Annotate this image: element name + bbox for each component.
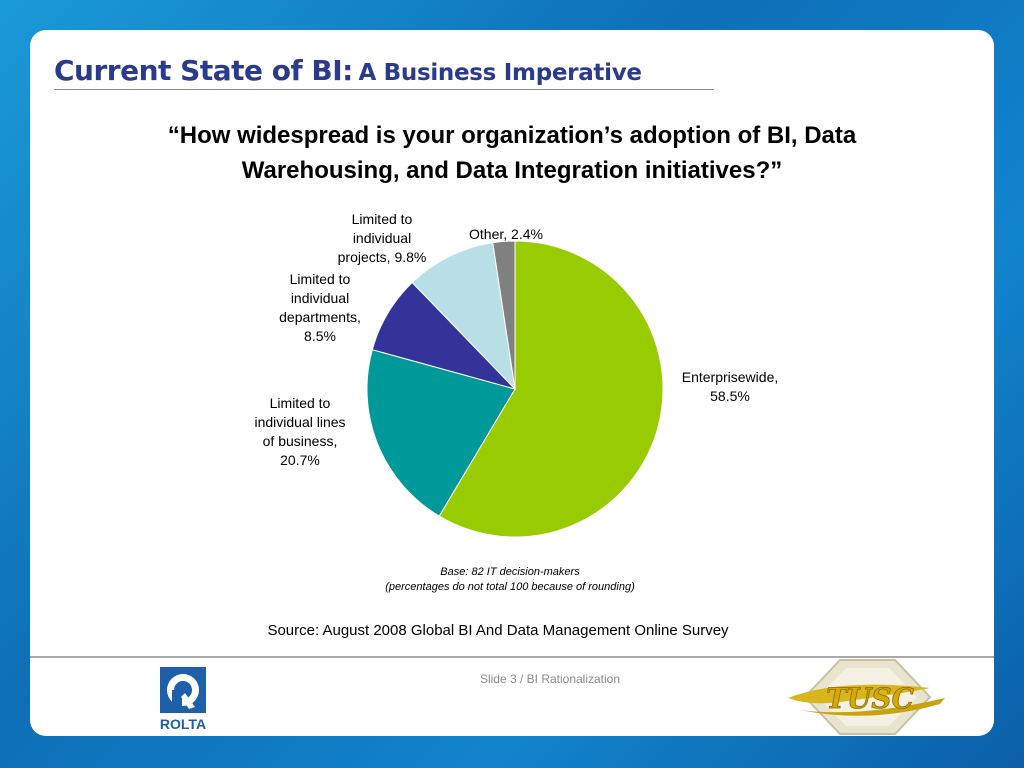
- slide-title-sub: A Business Imperative: [358, 60, 642, 86]
- rolta-logo-text: ROLTA: [160, 716, 206, 732]
- pie-label-4: Other, 2.4%: [469, 226, 543, 242]
- tusc-logo-text: TUSC: [826, 682, 914, 715]
- survey-question-line2: Warehousing, and Data Integration initia…: [241, 157, 783, 184]
- slide-title-main: Current State of BI:: [54, 54, 353, 87]
- rolta-logo: ROLTA: [160, 667, 206, 732]
- tusc-logo: TUSC: [788, 659, 945, 735]
- source-note: Source: August 2008 Global BI And Data M…: [267, 622, 729, 639]
- base-note-line1: Base: 82 IT decision-makers: [440, 566, 580, 578]
- pie-label-2: Limited to individual departments, 8.5%: [279, 271, 361, 344]
- pie-label-3: Limited to individual projects, 9.8%: [338, 211, 427, 265]
- pie-slice-1: [366, 349, 516, 517]
- slide-panel: Current State of BI: A Business Imperati…: [30, 30, 994, 736]
- footer-divider: [30, 656, 994, 658]
- slide-title: Current State of BI: A Business Imperati…: [54, 54, 714, 90]
- survey-question: “How widespread is your organization’s a…: [70, 118, 954, 188]
- pie-slice-0: [438, 240, 664, 538]
- survey-question-line1: “How widespread is your organization’s a…: [167, 122, 857, 149]
- pie-chart: Enterprisewide, 58.5% Limited to individual…: [254, 211, 779, 538]
- base-note: Base: 82 IT decision-makers (percentages…: [310, 565, 710, 595]
- pie-label-1: Limited to individual lines of business, 20…: [254, 395, 345, 468]
- pie-label-0: Enterprisewide, 58.5%: [682, 369, 779, 404]
- slide-footer: Slide 3 / BI Rationalization: [479, 672, 621, 686]
- pie-slice-4: [492, 240, 516, 390]
- pie-slice-3: [411, 242, 516, 391]
- base-note-line2: (percentages do not total 100 because of…: [385, 581, 635, 593]
